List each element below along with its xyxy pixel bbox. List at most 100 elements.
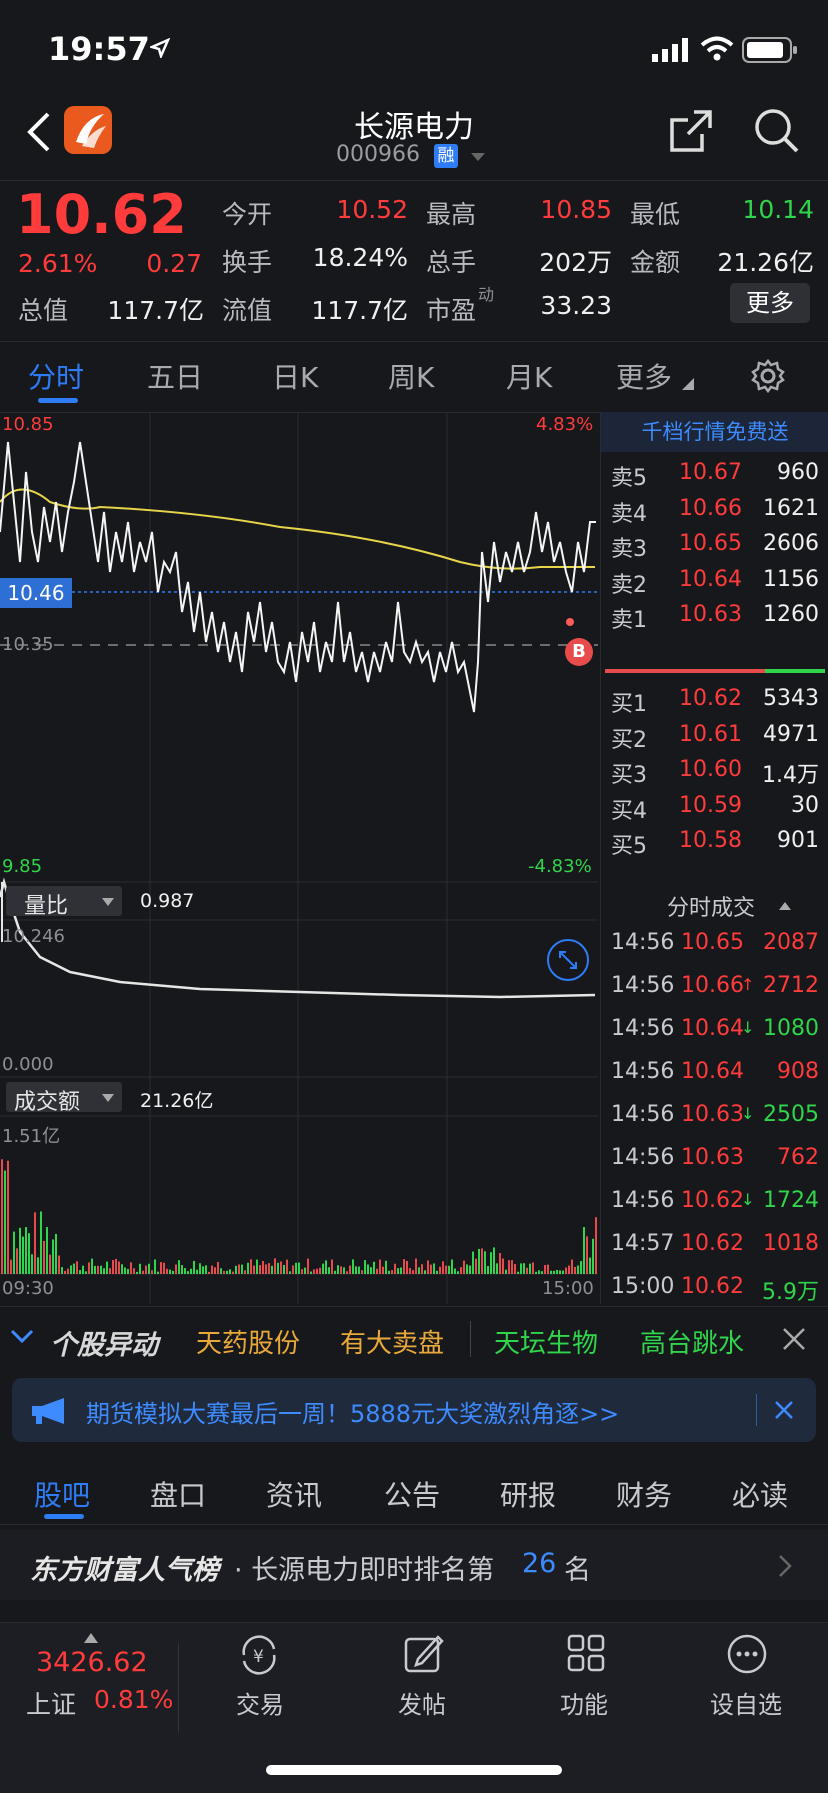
order-book-row[interactable]: 买4 10.59 30: [601, 787, 828, 827]
promo-banner[interactable]: 期货模拟大赛最后一周！5888元大奖激烈角逐>>: [12, 1378, 816, 1442]
volume-bar: [310, 1271, 312, 1274]
trade-volume: 908: [777, 1059, 819, 1084]
volume-bar: [106, 1261, 108, 1274]
trade-volume: 2712: [763, 973, 819, 998]
promo-link[interactable]: 千档行情免费送: [601, 412, 828, 452]
volume-bar: [322, 1263, 324, 1274]
volume-bar: [262, 1260, 264, 1274]
rank-suffix: 名: [564, 1555, 591, 1586]
watchlist-label[interactable]: 设自选: [710, 1691, 782, 1719]
volume-bar: [112, 1259, 114, 1274]
ticker-item[interactable]: 有大卖盘: [340, 1329, 445, 1359]
tab-news[interactable]: 资讯: [266, 1479, 323, 1512]
field-value: 117.7亿: [311, 296, 408, 325]
tab-weekly-k[interactable]: 周K: [388, 361, 435, 394]
order-book-row[interactable]: 买5 10.58 901: [601, 822, 828, 862]
ticker-item[interactable]: 天坛生物: [494, 1329, 599, 1359]
tab-forum[interactable]: 股吧: [34, 1479, 91, 1512]
collapse-icon[interactable]: [779, 902, 791, 910]
index-value[interactable]: 3426.62: [36, 1647, 148, 1678]
volume-bar: [358, 1266, 360, 1274]
field-label: 市盈: [426, 296, 477, 325]
post-label[interactable]: 发帖: [398, 1691, 446, 1719]
trade-price: 10.62: [681, 1188, 744, 1213]
tab-announcements[interactable]: 公告: [384, 1479, 441, 1512]
row-price: 10.61: [679, 721, 742, 747]
field-value: 21.26亿: [717, 248, 814, 277]
volume-bar: [436, 1270, 438, 1274]
pct-high-label: 4.83%: [536, 414, 594, 435]
order-book-row[interactable]: 买3 10.60 1.4万: [601, 751, 828, 791]
tab-intraday[interactable]: 分时: [28, 361, 85, 394]
ticker-item[interactable]: 高台跳水: [640, 1329, 745, 1359]
field-label: 今开: [222, 200, 273, 229]
volume-bar: [508, 1260, 510, 1274]
ratio-selector[interactable]: 量比: [6, 886, 122, 919]
volume-bar: [334, 1270, 336, 1274]
trades-title: 分时成交: [667, 896, 756, 921]
volume-bar: [175, 1264, 177, 1274]
close-icon[interactable]: [774, 1400, 794, 1420]
volume-bar: [424, 1270, 426, 1274]
trade-icon[interactable]: ¥: [236, 1635, 282, 1675]
amount-selector[interactable]: 成交额: [6, 1082, 122, 1115]
add-watchlist-icon[interactable]: [726, 1633, 768, 1675]
ticker-item[interactable]: 天药股份: [196, 1329, 301, 1359]
tab-finance[interactable]: 财务: [616, 1479, 673, 1512]
more-fields-button[interactable]: 更多: [730, 283, 810, 323]
search-icon[interactable]: [752, 106, 800, 154]
row-volume: 1260: [763, 602, 819, 627]
fullscreen-icon[interactable]: [546, 938, 590, 982]
buy-marker[interactable]: B: [565, 638, 593, 666]
trade-time: 14:56: [611, 1059, 675, 1084]
volume-bar: [556, 1269, 558, 1274]
volume-bar: [373, 1261, 375, 1274]
grid-function-icon[interactable]: [566, 1633, 606, 1673]
close-icon[interactable]: [782, 1327, 806, 1351]
volume-bar: [178, 1260, 180, 1274]
share-icon[interactable]: [668, 108, 714, 154]
order-book-row[interactable]: 卖4 10.66 1621: [601, 490, 828, 530]
tab-five-day[interactable]: 五日: [147, 361, 204, 394]
order-book-row[interactable]: 买1 10.62 5343: [601, 680, 828, 720]
volume-bar: [457, 1271, 459, 1274]
volume-bar: [469, 1265, 471, 1274]
stock-alert-ticker: 个股异动 天药股份 有大卖盘 天坛生物 高台跳水: [0, 1306, 828, 1373]
volume-bar: [316, 1268, 318, 1274]
dropdown-icon[interactable]: [470, 152, 486, 162]
row-label: 卖2: [611, 572, 647, 598]
volume-bar: [523, 1263, 525, 1274]
tab-must-read[interactable]: 必读: [732, 1479, 789, 1512]
chevron-down-icon[interactable]: [10, 1329, 34, 1345]
volume-bar: [100, 1265, 102, 1274]
volume-bar: [40, 1211, 42, 1274]
settings-gear-icon[interactable]: [750, 358, 786, 394]
compose-icon[interactable]: [402, 1633, 444, 1675]
volume-bar: [217, 1261, 219, 1274]
order-book: 千档行情免费送 分时成交 卖5 10.67 960 卖4 10.66 1621 卖3 10.6…: [600, 412, 828, 1305]
order-book-row[interactable]: 卖3 10.65 2606: [601, 525, 828, 565]
order-book-row[interactable]: 卖1 10.63 1260: [601, 596, 828, 636]
tab-daily-k[interactable]: 日K: [272, 361, 319, 394]
tab-monthly-k[interactable]: 月K: [506, 361, 553, 394]
back-icon[interactable]: [26, 112, 52, 152]
intraday-chart[interactable]: 10.85 4.83% 9.85 -4.83% 10.35 10.46 B 量比…: [0, 412, 598, 1304]
volume-bar: [52, 1239, 54, 1274]
trade-arrow: ↓: [741, 1018, 755, 1037]
volume-bar: [283, 1264, 285, 1274]
row-volume: 1621: [763, 495, 819, 521]
tab-more[interactable]: 更多: [616, 361, 673, 394]
tab-market[interactable]: 盘口: [150, 1479, 207, 1512]
dropdown-icon: [102, 1094, 114, 1102]
order-book-row[interactable]: 买2 10.61 4971: [601, 716, 828, 756]
popularity-rank[interactable]: 东方财富人气榜 · 长源电力即时排名第 26 名: [0, 1530, 828, 1600]
row-price: 10.67: [679, 460, 742, 485]
order-book-row[interactable]: 卖2 10.64 1156: [601, 561, 828, 601]
row-label: 买3: [611, 763, 647, 788]
function-label[interactable]: 功能: [560, 1691, 608, 1719]
trade-label[interactable]: 交易: [236, 1691, 284, 1719]
tab-research[interactable]: 研报: [500, 1479, 557, 1512]
volume-bar: [256, 1259, 258, 1274]
order-book-row[interactable]: 卖5 10.67 960: [601, 454, 828, 494]
volume-bar: [580, 1261, 582, 1274]
